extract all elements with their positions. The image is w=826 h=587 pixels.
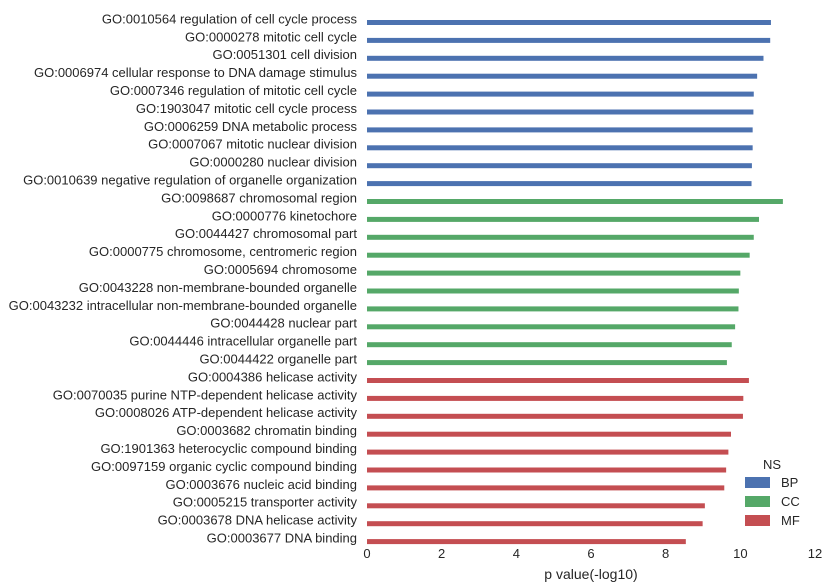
bar [367,324,736,330]
x-tick-label: 10 [733,546,747,561]
legend-title: NS [763,457,781,472]
category-label: GO:0003676 nucleic acid binding [165,477,357,492]
bar [367,360,727,366]
category-label: GO:0000280 nuclear division [189,155,357,170]
category-label: GO:0000775 chromosome, centromeric regio… [89,244,357,259]
x-tick-label: 6 [587,546,594,561]
bar [367,485,725,491]
bar [367,181,752,187]
category-label: GO:0003678 DNA helicase activity [158,513,358,528]
category-label: GO:0010639 negative regulation of organe… [23,173,357,188]
category-label: GO:0043228 non-membrane-bounded organell… [79,280,357,295]
bar [367,145,753,151]
bar [367,37,771,43]
category-label: GO:0098687 chromosomal region [161,190,357,205]
x-tick-label: 8 [662,546,669,561]
x-tick-label: 0 [363,546,370,561]
bar [367,234,754,240]
bar [367,342,732,348]
bar [367,378,749,383]
category-label: GO:1903047 mitotic cell cycle process [136,101,358,116]
bar [367,163,752,169]
bar [367,252,750,258]
legend-swatch [745,496,770,507]
category-label: GO:0000776 kinetochore [212,208,357,223]
bar [367,306,739,312]
bar [367,91,754,97]
bars-group [367,20,783,545]
category-label: GO:0004386 helicase activity [188,369,358,384]
legend-label: CC [781,494,800,509]
category-label: GO:0044446 intracellular organelle part [129,334,357,349]
bar [367,521,703,527]
category-labels-group: GO:0010564 regulation of cell cycle proc… [9,11,358,545]
bar [367,431,731,437]
bar [367,467,727,473]
category-label: GO:0051301 cell division [212,47,357,62]
bar [367,288,739,294]
bar [367,20,771,25]
legend-swatch [745,477,770,488]
bar [367,109,754,115]
category-label: GO:0006974 cellular response to DNA dama… [34,65,358,80]
legend-label: MF [781,513,800,528]
x-tick-label: 12 [808,546,822,561]
x-axis-title: p value(-log10) [544,566,637,582]
x-axis: 0 2 4 6 8 10 12 [363,546,822,561]
category-label: GO:0008026 ATP-dependent helicase activi… [95,405,358,420]
category-label: GO:0097159 organic cyclic compound bindi… [91,459,357,474]
category-label: GO:1901363 heterocyclic compound binding [100,441,357,456]
bar [367,55,764,61]
bar [367,503,705,509]
bar [367,539,686,545]
category-label: GO:0007346 regulation of mitotic cell cy… [110,83,357,98]
category-label: GO:0044428 nuclear part [210,316,357,331]
x-tick-label: 4 [513,546,520,561]
category-label: GO:0043232 intracellular non-membrane-bo… [9,298,357,313]
legend-label: BP [781,475,798,490]
bar [367,413,743,419]
bar [367,216,759,222]
category-label: GO:0000278 mitotic cell cycle [185,29,357,44]
legend-swatch [745,515,770,526]
bar [367,395,744,401]
category-label: GO:0006259 DNA metabolic process [144,119,358,134]
bar [367,73,758,79]
category-label: GO:0007067 mitotic nuclear division [148,137,357,152]
category-label: GO:0044422 organelle part [199,352,357,367]
bar [367,449,729,455]
category-label: GO:0010564 regulation of cell cycle proc… [102,11,358,26]
x-tick-label: 2 [438,546,445,561]
category-label: GO:0005215 transporter activity [173,495,358,510]
bar [367,127,753,133]
bar [367,270,741,276]
category-label: GO:0003677 DNA binding [207,531,357,546]
category-label: GO:0005694 chromosome [204,262,357,277]
category-label: GO:0070035 purine NTP-dependent helicase… [53,387,358,402]
category-label: GO:0044427 chromosomal part [175,226,357,241]
bar [367,199,783,204]
legend: NS BP CC MF [745,457,800,528]
category-label: GO:0003682 chromatin binding [176,423,357,438]
